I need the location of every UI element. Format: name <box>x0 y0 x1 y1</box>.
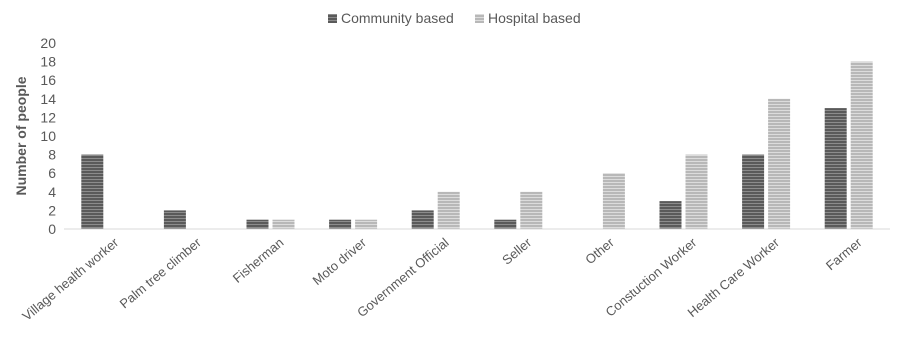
x-tick-label: Village health worker <box>19 234 121 323</box>
x-tick-label: Other <box>582 234 617 267</box>
bar-community <box>329 219 352 229</box>
bar-hospital <box>520 191 543 229</box>
y-tick-label: 6 <box>48 165 56 181</box>
x-tick-label: Fisherman <box>230 235 287 286</box>
y-tick-label: 4 <box>48 184 56 200</box>
bar-hospital <box>685 154 708 229</box>
bar-community <box>246 219 269 229</box>
bar-hospital <box>768 98 791 229</box>
bar-hospital <box>272 219 295 229</box>
legend-label: Hospital based <box>488 10 581 26</box>
y-tick-label: 8 <box>48 147 56 163</box>
bars <box>81 61 873 229</box>
y-tick-label: 16 <box>40 72 56 88</box>
y-tick-label: 0 <box>48 221 56 237</box>
x-tick-label: Palm tree climber <box>117 234 205 311</box>
legend-swatch <box>328 14 337 23</box>
legend-swatch <box>475 14 484 23</box>
y-tick-label: 20 <box>40 35 56 51</box>
x-tick-label: Health Care Worker <box>685 234 783 320</box>
y-tick-label: 10 <box>40 128 56 144</box>
y-tick-label: 2 <box>48 202 56 218</box>
bar-hospital <box>437 191 460 229</box>
bar-community <box>411 210 434 229</box>
bar-community <box>163 210 186 229</box>
x-tick-label: Farmer <box>823 234 865 273</box>
y-axis: 0 2 4 6 8 10 12 14 16 18 20 <box>40 35 56 237</box>
x-tick-label: Government Official <box>354 235 452 320</box>
bar-community <box>494 219 517 229</box>
bar-hospital <box>602 173 625 229</box>
bar-hospital <box>355 219 378 229</box>
legend-label: Community based <box>341 10 454 26</box>
y-tick-label: 18 <box>40 54 56 70</box>
legend: Community based Hospital based <box>328 10 581 26</box>
y-tick-label: 12 <box>40 109 56 125</box>
y-axis-label: Number of people <box>13 76 29 195</box>
bar-community <box>742 154 765 229</box>
bar-community <box>824 108 847 229</box>
bar-community <box>659 201 682 229</box>
bar-community <box>81 154 104 229</box>
y-tick-label: 14 <box>40 91 56 107</box>
bar-hospital <box>850 61 873 229</box>
x-tick-label: Moto driver <box>310 234 370 288</box>
x-tick-label: Seller <box>499 234 535 267</box>
